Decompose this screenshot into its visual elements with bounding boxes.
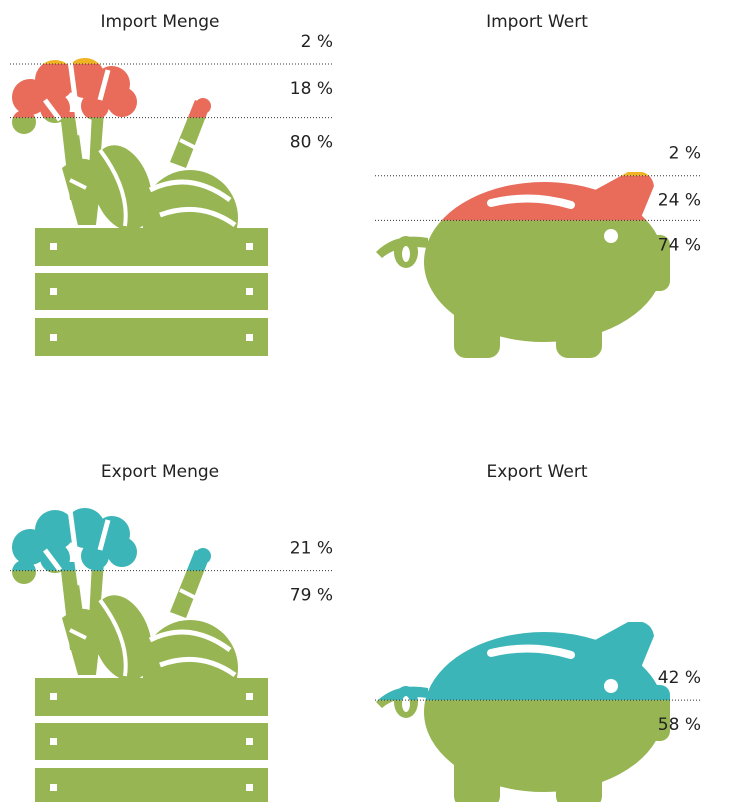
panel-title: Import Wert	[486, 12, 588, 32]
fill-segment	[376, 700, 670, 802]
value-label: 24 %	[658, 191, 701, 211]
fill-segment	[12, 508, 268, 571]
value-label: 79 %	[290, 586, 333, 606]
fill-segment	[12, 63, 268, 118]
panel-title: Import Menge	[101, 12, 220, 32]
fill-segment	[376, 220, 670, 358]
panel: Export Menge 21 % 79 %	[10, 462, 333, 802]
value-label: 2 %	[301, 32, 333, 52]
value-label: 74 %	[658, 235, 701, 255]
value-label: 21 %	[290, 539, 333, 559]
fill-segment	[12, 570, 268, 802]
value-label: 80 %	[290, 133, 333, 153]
panel: Import Menge 2 % 18 % 80 %	[10, 12, 333, 356]
value-label: 18 %	[290, 79, 333, 99]
fill-segment	[12, 58, 268, 64]
panel-title: Export Wert	[487, 462, 588, 482]
fill-segment	[12, 117, 268, 356]
value-label: 2 %	[669, 144, 701, 164]
value-label: 58 %	[658, 715, 701, 735]
panel: Export Wert 42 % 58 %	[375, 462, 701, 802]
panel: Import Wert 2 % 24 % 74 %	[375, 12, 701, 358]
panel-title: Export Menge	[101, 462, 219, 482]
value-label: 42 %	[658, 668, 701, 688]
fill-segment	[376, 172, 670, 176]
fill-segment	[376, 622, 670, 701]
